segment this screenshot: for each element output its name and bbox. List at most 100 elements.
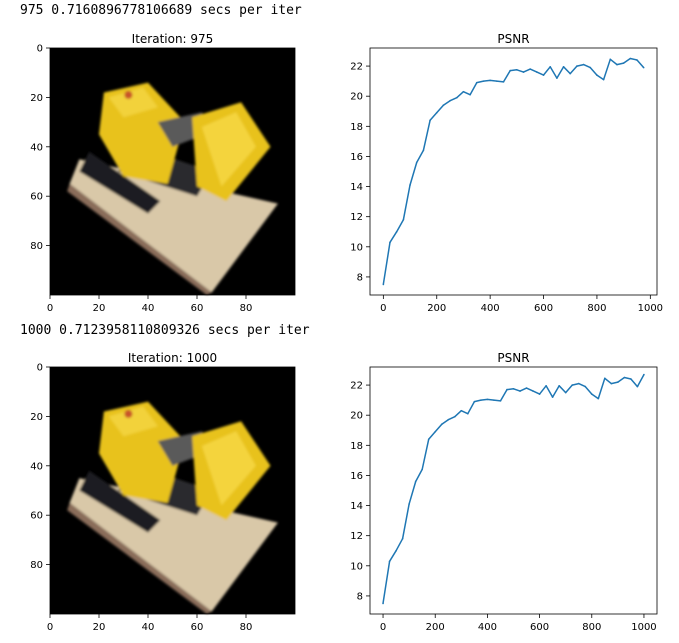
psnr-point — [467, 412, 469, 415]
psnr-point — [616, 63, 618, 66]
platform-edge — [67, 502, 212, 614]
x-tick-label: 0 — [380, 303, 386, 314]
psnr-point — [382, 283, 385, 286]
psnr-point — [576, 65, 578, 67]
psnr-point — [630, 378, 632, 380]
psnr-point — [545, 385, 547, 387]
y-tick-label: 18 — [350, 441, 363, 452]
iteration-log-1000: 1000 0.7123958110809326 secs per iter — [20, 323, 310, 338]
y-tick-label: 80 — [30, 241, 43, 252]
psnr-point — [597, 397, 600, 400]
psnr-point — [455, 96, 458, 99]
platform-edge — [67, 183, 212, 295]
psnr-point — [493, 399, 495, 401]
y-tick-label: 60 — [30, 511, 43, 522]
psnr-point — [506, 388, 508, 391]
cabin-top — [108, 406, 158, 437]
cabin-top — [108, 87, 158, 118]
y-tick-label: 20 — [30, 412, 43, 423]
psnr-panel: 0 200 400 600 800 1000 8 10 12 14 16 18 20 22 PSNR — [350, 32, 663, 314]
psnr-point — [529, 68, 531, 70]
blade-face — [201, 112, 256, 187]
psnr-point — [590, 393, 593, 395]
psnr-point — [414, 480, 417, 483]
psnr-line — [382, 57, 645, 285]
psnr-point — [549, 66, 552, 68]
x-tick-label: 600 — [530, 622, 549, 633]
psnr-point — [499, 400, 502, 402]
x-tick-label: 60 — [191, 622, 204, 633]
psnr-point — [577, 382, 580, 385]
psnr-point — [522, 71, 525, 73]
psnr-point — [556, 77, 558, 79]
x-tick-label: 200 — [427, 303, 446, 314]
psnr-point — [447, 418, 450, 421]
psnr-point — [551, 396, 554, 398]
psnr-point — [427, 438, 430, 441]
psnr-point — [569, 72, 572, 75]
psnr-point — [440, 423, 443, 426]
y-tick-label: 40 — [30, 142, 43, 153]
y-tick-label: 0 — [37, 363, 43, 374]
y-tick-label: 22 — [350, 381, 363, 392]
psnr-point — [642, 66, 645, 69]
blade-face — [201, 431, 256, 506]
y-tick-label: 18 — [350, 122, 363, 133]
y-tick-label: 80 — [30, 560, 43, 571]
axes-frame — [369, 366, 658, 615]
chart-title: PSNR — [497, 351, 529, 365]
y-tick-label: 0 — [37, 44, 43, 55]
x-tick-label: 600 — [534, 303, 553, 314]
x-tick-label: 20 — [93, 622, 106, 633]
psnr-point — [422, 149, 425, 152]
psnr-point — [512, 388, 515, 390]
psnr-point — [475, 81, 478, 84]
psnr-point — [623, 376, 626, 379]
psnr-point — [408, 503, 410, 505]
psnr-point — [610, 382, 613, 385]
psnr-point — [509, 69, 511, 72]
psnr-point — [382, 602, 384, 605]
y-tick-label: 12 — [350, 531, 363, 542]
psnr-point — [542, 74, 545, 76]
psnr-point — [421, 468, 423, 471]
psnr-point — [604, 377, 606, 380]
psnr-point — [462, 90, 465, 93]
x-tick-label: 40 — [142, 303, 155, 314]
y-tick-label: 40 — [30, 461, 43, 472]
psnr-panel: 0 200 400 600 800 1000 8 10 12 14 16 18 20 22 PSNR — [350, 351, 658, 633]
iteration-log-975: 975 0.7160896778106689 secs per iter — [20, 3, 302, 18]
psnr-point — [486, 398, 489, 401]
x-tick-label: 60 — [191, 303, 204, 314]
x-tick-label: 40 — [142, 622, 155, 633]
x-tick-label: 800 — [587, 303, 606, 314]
psnr-point — [489, 79, 491, 82]
psnr-point — [596, 74, 598, 76]
chart-title: Iteration: 975 — [132, 32, 214, 46]
y-tick-label: 20 — [30, 93, 43, 104]
psnr-point — [609, 58, 612, 61]
beacon-light — [124, 90, 133, 99]
psnr-point — [409, 184, 411, 186]
x-tick-label: 800 — [582, 622, 601, 633]
axes-frame — [369, 47, 658, 296]
y-tick-label: 10 — [350, 242, 363, 253]
psnr-point — [502, 81, 505, 83]
psnr-point — [525, 387, 528, 389]
x-tick-label: 400 — [478, 622, 497, 633]
track-left — [79, 470, 161, 533]
psnr-point — [571, 384, 574, 386]
psnr-point — [622, 62, 625, 64]
y-tick-label: 22 — [350, 62, 363, 73]
psnr-point — [532, 390, 534, 392]
render-panel: 0 20 40 60 80 0 20 40 60 80 Iteration: 975 — [30, 32, 296, 314]
psnr-point — [401, 537, 404, 540]
x-tick-label: 1000 — [631, 622, 656, 633]
y-tick-label: 8 — [357, 272, 363, 283]
x-tick-label: 0 — [380, 622, 386, 633]
psnr-point — [519, 390, 521, 392]
x-tick-label: 400 — [481, 303, 500, 314]
psnr-point — [582, 63, 585, 66]
psnr-point — [480, 399, 482, 401]
